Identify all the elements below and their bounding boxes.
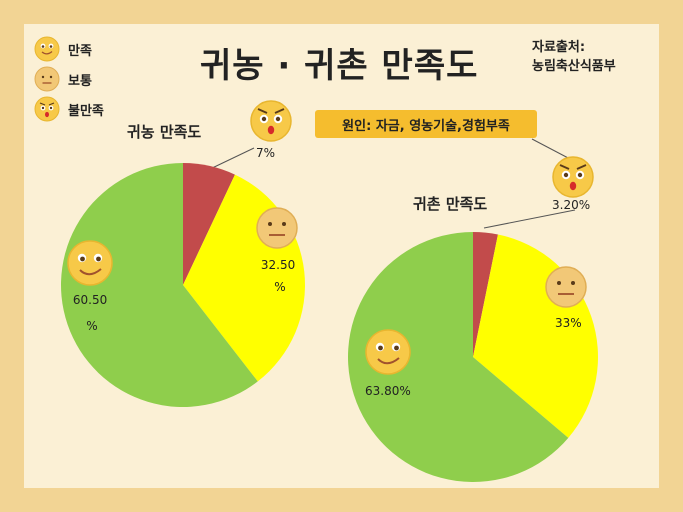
legend-item-dissatisfied: 불만족 <box>34 96 104 122</box>
pie-slice-farm-dissatisfied <box>183 163 235 285</box>
neutral-face-icon <box>256 207 298 249</box>
source-name: 농림축산식품부 <box>532 59 616 74</box>
chart-title-rural: 귀촌 만족도 <box>413 195 487 213</box>
neutral-face-icon <box>545 266 587 308</box>
slice-label-farm-satisfied-unit: % <box>86 319 97 333</box>
slice-label-rural-satisfied: 63.80% <box>365 384 411 398</box>
smile-face-icon <box>67 240 113 286</box>
smile-face-icon <box>34 36 60 62</box>
legend-label-dissatisfied: 불만족 <box>68 103 104 119</box>
slice-label-rural-dissatisfied: 3.20% <box>552 198 590 212</box>
source-label: 자료출처: <box>532 40 586 55</box>
slice-label-farm-satisfied-value: 60.50 <box>73 293 107 307</box>
slice-label-farm-neutral-value: 32.50 <box>261 258 295 272</box>
shocked-face-icon <box>552 156 594 198</box>
legend-item-satisfied: 만족 <box>34 36 92 62</box>
slice-label-farm-neutral: 32.50 % <box>261 258 299 294</box>
leader-line-rural-dissatisfied-label <box>483 209 576 229</box>
legend-label-satisfied: 만족 <box>68 43 92 59</box>
pie-farm <box>60 163 306 408</box>
page-title: 귀농 · 귀촌 만족도 <box>200 46 479 86</box>
leader-line-rural-dissatisfied <box>531 138 573 161</box>
shocked-face-icon <box>34 96 60 122</box>
chart-title-farm: 귀농 만족도 <box>127 123 201 141</box>
slice-label-farm-neutral-unit: % <box>274 280 285 294</box>
slice-label-rural-neutral: 33% <box>555 316 582 330</box>
pie-slice-rural-dissatisfied <box>473 232 498 357</box>
legend-label-neutral: 보통 <box>68 73 92 89</box>
source-note: 자료출처: 농림축산식품부 <box>532 38 616 76</box>
smile-face-icon <box>365 329 411 375</box>
neutral-face-icon <box>34 66 60 92</box>
legend-item-neutral: 보통 <box>34 66 92 92</box>
cause-note: 원인: 자금, 영농기술,경험부족 <box>315 110 537 138</box>
slice-label-farm-satisfied: 60.50 % <box>73 293 111 333</box>
shocked-face-icon <box>250 100 292 142</box>
leader-line-farm-dissatisfied <box>207 147 255 171</box>
pie-slice-farm-satisfied <box>60 163 258 408</box>
pie-slice-rural-satisfied <box>348 232 569 482</box>
slice-label-farm-dissatisfied: 7% <box>256 146 275 160</box>
